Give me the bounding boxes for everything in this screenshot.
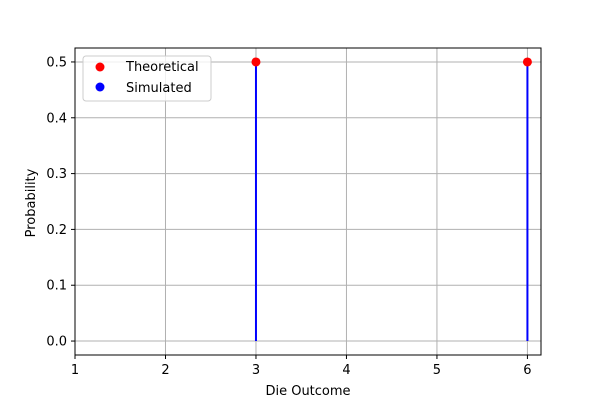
x-tick-label: 4 bbox=[342, 363, 350, 378]
x-axis-label: Die Outcome bbox=[265, 384, 350, 399]
legend-marker-simulated bbox=[95, 82, 105, 92]
y-tick-label: 0.4 bbox=[46, 111, 67, 126]
y-tick-label: 0.1 bbox=[46, 279, 67, 294]
x-tick-label: 6 bbox=[523, 363, 531, 378]
ticks-layer: 1 2 3 4 5 6 0.0 0.1 0.2 0.3 0.4 0.5 bbox=[46, 55, 531, 378]
legend-box bbox=[82, 55, 212, 102]
legend: Theoretical Simulated bbox=[82, 55, 212, 102]
legend-label-simulated: Simulated bbox=[126, 81, 192, 96]
y-tick-label: 0.0 bbox=[46, 335, 67, 350]
legend-marker-theoretical bbox=[95, 62, 105, 72]
x-tick-label: 5 bbox=[433, 363, 441, 378]
x-tick-label: 1 bbox=[71, 363, 79, 378]
y-axis-label: Probability bbox=[24, 168, 39, 237]
y-tick-label: 0.2 bbox=[46, 223, 67, 238]
x-tick-label: 2 bbox=[161, 363, 169, 378]
theoretical-point bbox=[251, 57, 261, 67]
y-tick-label: 0.3 bbox=[46, 167, 67, 182]
theoretical-point bbox=[522, 57, 532, 67]
plot-frame bbox=[74, 47, 542, 356]
legend-label-theoretical: Theoretical bbox=[125, 60, 199, 75]
marks-layer bbox=[251, 57, 532, 342]
y-tick-label: 0.5 bbox=[46, 55, 67, 70]
x-tick-label: 3 bbox=[252, 363, 260, 378]
